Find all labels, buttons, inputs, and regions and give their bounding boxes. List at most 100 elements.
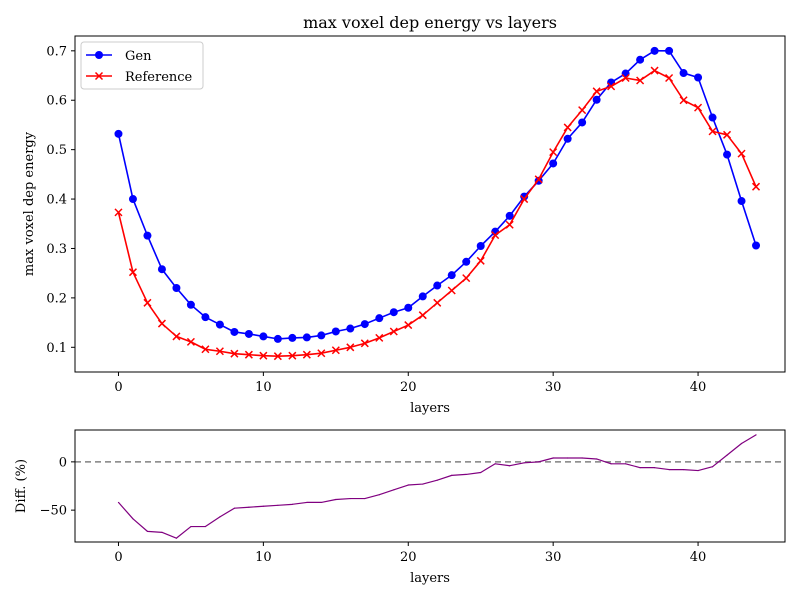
diff-plot-area xyxy=(75,434,785,539)
diff-point xyxy=(190,525,192,528)
reference-point xyxy=(476,256,485,265)
main-x-axis-label: layers xyxy=(410,401,450,416)
gen-point xyxy=(172,284,181,292)
diff-point xyxy=(436,479,438,481)
gen-point xyxy=(201,313,210,322)
diff-point xyxy=(682,468,685,471)
reference-point xyxy=(418,311,427,320)
gen-point xyxy=(578,118,587,127)
diff-point xyxy=(451,474,453,476)
gen-point xyxy=(679,69,688,78)
reference-point xyxy=(404,321,413,330)
main-x-tick-label: 20 xyxy=(400,380,417,395)
reference-point xyxy=(375,333,384,342)
main-chart: max voxel dep energy vs layers 0 10 20 30 40… xyxy=(22,13,786,416)
gen-point xyxy=(752,241,761,250)
diff-plot-frame xyxy=(74,429,786,543)
reference-point xyxy=(317,349,326,358)
reference-point xyxy=(215,347,224,356)
reference-point xyxy=(302,350,311,359)
main-y-tick-label: 0.5 xyxy=(46,143,67,158)
main-x-tick-label: 0 xyxy=(114,380,122,395)
reference-point xyxy=(621,73,630,83)
main-y-axis-label: max voxel dep energy xyxy=(22,131,37,276)
diff-point xyxy=(697,469,699,472)
diff-x-tick-label: 10 xyxy=(255,550,272,565)
diff-point xyxy=(465,473,467,476)
diff-series-line xyxy=(118,434,757,539)
gen-point xyxy=(375,314,384,323)
gen-point xyxy=(418,292,427,301)
diff-point xyxy=(146,530,149,532)
gen-point xyxy=(273,334,282,343)
reference-point xyxy=(520,195,529,204)
diff-point xyxy=(494,463,496,465)
gen-point xyxy=(317,331,326,340)
gen-point xyxy=(549,159,558,168)
reference-point xyxy=(534,175,543,184)
diff-x-tick-label: 40 xyxy=(690,550,707,565)
reference-point xyxy=(723,130,732,139)
reference-point xyxy=(244,350,253,359)
diff-point xyxy=(567,457,569,459)
gen-point xyxy=(404,303,413,312)
gen-point xyxy=(389,308,398,317)
diff-point xyxy=(306,501,308,504)
diff-point xyxy=(175,537,178,539)
diff-point xyxy=(132,518,134,520)
reference-point xyxy=(563,123,572,132)
diff-point xyxy=(335,498,337,501)
reference-point xyxy=(665,73,674,83)
gen-point xyxy=(592,95,601,104)
gen-point xyxy=(360,320,369,329)
main-y-tick-label: 0.7 xyxy=(46,44,67,59)
diff-x-axis-label: layers xyxy=(410,571,450,586)
diff-point xyxy=(581,457,583,459)
reference-point xyxy=(128,268,137,277)
diff-point xyxy=(711,466,714,468)
gen-point xyxy=(114,129,123,138)
reference-point xyxy=(433,298,442,307)
diff-point xyxy=(378,494,380,496)
reference-point xyxy=(708,127,717,136)
reference-point xyxy=(578,106,587,115)
diff-point xyxy=(248,506,250,508)
legend: Gen Reference xyxy=(80,41,204,90)
diff-point xyxy=(755,434,757,436)
reference-point xyxy=(694,103,703,112)
main-x-tick-label: 30 xyxy=(545,380,562,395)
diff-x-tick-label: 0 xyxy=(114,550,122,565)
gen-point xyxy=(215,320,224,329)
diff-point xyxy=(509,465,511,467)
legend-gen-marker xyxy=(95,51,103,59)
gen-point xyxy=(244,329,253,338)
diff-x-tick-label: 20 xyxy=(400,550,417,565)
gen-point xyxy=(302,333,311,342)
reference-point xyxy=(186,337,195,346)
diff-point xyxy=(523,462,525,464)
reference-point xyxy=(462,274,471,283)
gen-point xyxy=(723,150,732,159)
reference-point xyxy=(505,220,514,229)
gen-point xyxy=(433,281,442,290)
reference-point xyxy=(549,148,558,157)
reference-point xyxy=(607,82,616,91)
diff-point xyxy=(262,505,264,507)
diff-point xyxy=(668,468,670,471)
diff-y-axis-label: Diff. (%) xyxy=(14,459,29,513)
reference-point xyxy=(491,231,500,240)
gen-series-line xyxy=(117,50,757,340)
diff-chart: 0 10 20 30 40 −50 0 layers Diff. (%) xyxy=(14,429,786,586)
reference-point xyxy=(331,346,340,355)
reference-point xyxy=(679,96,688,105)
reference-point xyxy=(346,343,355,352)
legend-reference-label: Reference xyxy=(125,70,193,85)
diff-point xyxy=(161,531,163,533)
reference-point xyxy=(114,208,123,217)
reference-point xyxy=(201,345,210,354)
diff-point xyxy=(117,501,120,504)
reference-point xyxy=(157,319,166,328)
diff-point xyxy=(480,471,482,474)
legend-gen-label: Gen xyxy=(125,49,152,64)
